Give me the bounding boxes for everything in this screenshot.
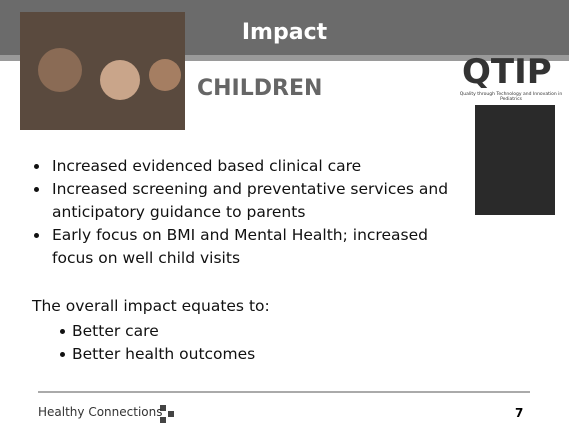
summary-item: Better care <box>60 320 255 343</box>
bullet-text: Increased evidenced based clinical care <box>52 155 448 178</box>
bullet-dot <box>60 329 65 334</box>
qtip-image <box>475 105 555 215</box>
bullet-text: focus on well child visits <box>52 247 448 270</box>
bullet-dot <box>34 164 39 169</box>
summary-intro: The overall impact equates to: <box>32 297 270 315</box>
photo-face <box>38 48 82 92</box>
slide-title: Impact <box>0 20 569 45</box>
logo-tagline: Quality through Technology and Innovatio… <box>458 92 564 102</box>
bullet-item: Increased screening and preventative ser… <box>32 178 448 224</box>
bullet-item: Early focus on BMI and Mental Health; in… <box>32 224 448 270</box>
slide: Impact CHILDREN QTIP Quality through Tec… <box>0 0 569 432</box>
slide-subtitle: CHILDREN <box>197 76 322 101</box>
footer-brand: Healthy Connections <box>38 405 162 419</box>
bullet-dot <box>60 352 65 357</box>
bullet-item: Increased evidenced based clinical care <box>32 155 448 178</box>
bullet-dot <box>34 187 39 192</box>
bullet-text: anticipatory guidance to parents <box>52 201 448 224</box>
bullet-text: Increased screening and preventative ser… <box>52 178 448 201</box>
bullet-text: Early focus on BMI and Mental Health; in… <box>52 224 448 247</box>
summary-text: Better health outcomes <box>72 343 255 366</box>
summary-text: Better care <box>72 320 255 343</box>
photo-face <box>149 59 181 91</box>
summary-item: Better health outcomes <box>60 343 255 366</box>
photo-face <box>100 60 140 100</box>
bullet-dot <box>34 233 39 238</box>
logo-name: QTIP <box>462 52 552 92</box>
page-number: 7 <box>515 406 523 420</box>
